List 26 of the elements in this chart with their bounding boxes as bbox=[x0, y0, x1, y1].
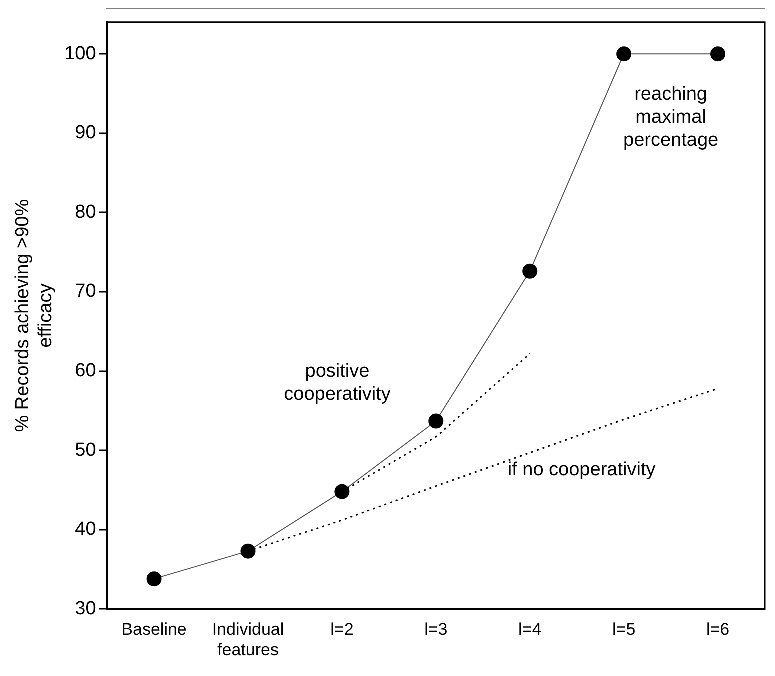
point bbox=[334, 484, 350, 500]
y-tick-label: 60 bbox=[75, 360, 96, 382]
x-tick-label: l=4 bbox=[518, 620, 542, 640]
point bbox=[522, 264, 538, 279]
annotation: reaching maximal percentage bbox=[624, 84, 719, 151]
y-tick-label: 100 bbox=[64, 43, 96, 64]
point bbox=[240, 544, 256, 559]
point bbox=[616, 46, 632, 62]
y-tick-label: 30 bbox=[75, 598, 96, 620]
point bbox=[146, 572, 162, 587]
x-tick-label: l=2 bbox=[330, 620, 354, 640]
y-tick-label: 50 bbox=[75, 440, 96, 461]
y-tick-label: 40 bbox=[75, 519, 96, 540]
x-tick-label: l=6 bbox=[706, 620, 730, 640]
x-tick-label: l=3 bbox=[424, 620, 448, 640]
point bbox=[428, 414, 444, 429]
x-tick-label: Baseline bbox=[122, 620, 187, 640]
y-tick-label: 70 bbox=[75, 281, 96, 302]
point bbox=[710, 46, 726, 62]
annotation: positive cooperativity bbox=[284, 360, 392, 405]
x-tick-label: l=5 bbox=[612, 620, 636, 640]
x-tick-label: Individual features bbox=[212, 620, 284, 660]
y-tick-label: 90 bbox=[75, 122, 96, 144]
annotation: if no cooperativity bbox=[508, 460, 656, 481]
y-tick-label: 80 bbox=[75, 202, 96, 223]
y-axis-title: % Records achieving >90% efficacy bbox=[12, 199, 56, 432]
